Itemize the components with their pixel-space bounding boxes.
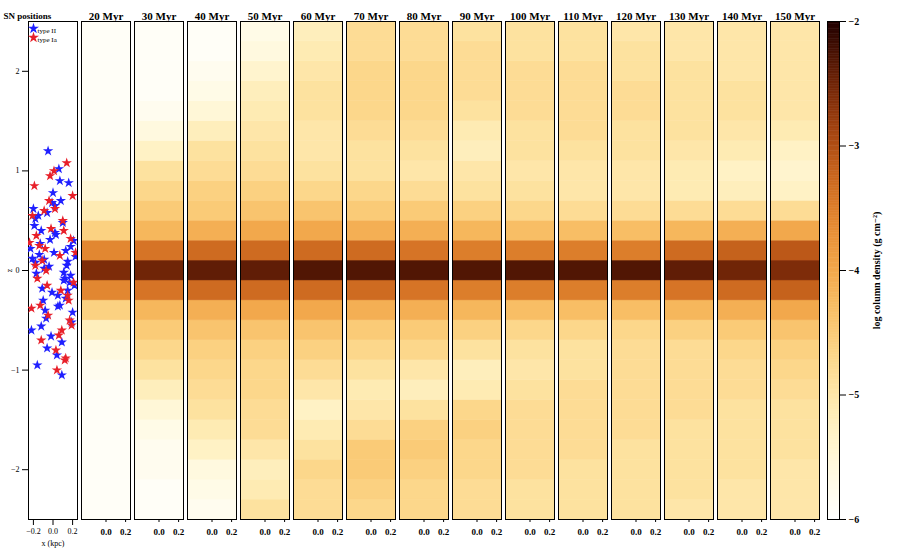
svg-text:0.2: 0.2 xyxy=(756,527,768,537)
svg-text:log column density (g cm⁻²): log column density (g cm⁻²) xyxy=(871,212,883,330)
svg-text:0.2: 0.2 xyxy=(332,527,344,537)
svg-text:0.0: 0.0 xyxy=(683,527,695,537)
svg-text:0.2: 0.2 xyxy=(385,527,397,537)
svg-text:120 Myr: 120 Myr xyxy=(616,10,656,22)
svg-text:0.2: 0.2 xyxy=(597,527,609,537)
svg-text:0.0: 0.0 xyxy=(736,527,748,537)
svg-text:50 Myr: 50 Myr xyxy=(248,10,283,22)
svg-text:type Ia: type Ia xyxy=(38,36,58,44)
svg-text:70 Myr: 70 Myr xyxy=(354,10,389,22)
svg-text:0.2: 0.2 xyxy=(650,527,662,537)
svg-text:0.2: 0.2 xyxy=(438,527,450,537)
svg-text:−1: −1 xyxy=(11,366,20,375)
svg-text:0.2: 0.2 xyxy=(68,527,78,536)
svg-text:0.0: 0.0 xyxy=(312,527,324,537)
svg-text:−4: −4 xyxy=(849,265,860,276)
svg-text:−5: −5 xyxy=(849,389,860,400)
svg-text:0.2: 0.2 xyxy=(120,527,132,537)
svg-text:−2: −2 xyxy=(11,465,20,474)
svg-text:−0.2: −0.2 xyxy=(26,527,41,536)
svg-text:20 Myr: 20 Myr xyxy=(89,10,124,22)
svg-text:−2: −2 xyxy=(849,16,860,27)
svg-text:150 Myr: 150 Myr xyxy=(775,10,815,22)
svg-text:SN positions: SN positions xyxy=(4,11,52,21)
svg-text:90 Myr: 90 Myr xyxy=(460,10,495,22)
svg-text:0.2: 0.2 xyxy=(809,527,821,537)
svg-text:0.0: 0.0 xyxy=(153,527,165,537)
svg-text:140 Myr: 140 Myr xyxy=(722,10,762,22)
svg-text:0.0: 0.0 xyxy=(365,527,377,537)
svg-text:100 Myr: 100 Myr xyxy=(510,10,550,22)
svg-text:2: 2 xyxy=(16,67,20,76)
svg-text:0.0: 0.0 xyxy=(471,527,483,537)
svg-text:1: 1 xyxy=(16,166,20,175)
svg-text:40 Myr: 40 Myr xyxy=(195,10,230,22)
svg-text:−3: −3 xyxy=(849,140,860,151)
svg-text:0.0: 0.0 xyxy=(48,527,58,536)
svg-text:80 Myr: 80 Myr xyxy=(407,10,442,22)
svg-text:0.0: 0.0 xyxy=(206,527,218,537)
svg-text:0: 0 xyxy=(16,266,20,275)
svg-text:0.2: 0.2 xyxy=(279,527,291,537)
svg-text:0.0: 0.0 xyxy=(100,527,112,537)
svg-text:z: z xyxy=(5,268,14,272)
svg-text:0.0: 0.0 xyxy=(789,527,801,537)
svg-text:0.2: 0.2 xyxy=(491,527,503,537)
svg-text:0.2: 0.2 xyxy=(703,527,715,537)
svg-text:0.2: 0.2 xyxy=(226,527,238,537)
svg-text:60 Myr: 60 Myr xyxy=(301,10,336,22)
svg-text:0.2: 0.2 xyxy=(173,527,185,537)
svg-text:x (kpc): x (kpc) xyxy=(42,539,65,548)
svg-text:0.2: 0.2 xyxy=(544,527,556,537)
svg-text:type II: type II xyxy=(38,27,57,35)
svg-text:0.0: 0.0 xyxy=(418,527,430,537)
svg-text:110 Myr: 110 Myr xyxy=(563,10,603,22)
svg-text:0.0: 0.0 xyxy=(524,527,536,537)
svg-text:0.0: 0.0 xyxy=(577,527,589,537)
svg-text:−6: −6 xyxy=(849,514,860,525)
svg-text:0.0: 0.0 xyxy=(259,527,271,537)
svg-text:0.0: 0.0 xyxy=(630,527,642,537)
svg-text:130 Myr: 130 Myr xyxy=(669,10,709,22)
svg-text:30 Myr: 30 Myr xyxy=(142,10,177,22)
